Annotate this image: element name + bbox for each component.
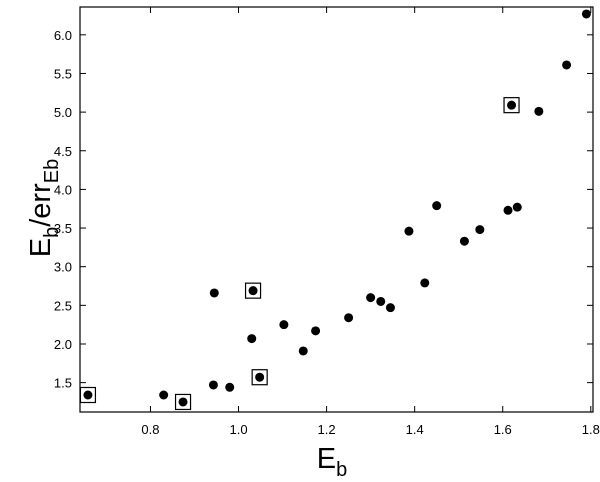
data-point	[385, 303, 395, 313]
data-point	[562, 60, 572, 70]
y-tick-label: 6.0	[54, 28, 72, 43]
y-axis-title: Eb/errEb	[25, 159, 63, 257]
data-point	[209, 288, 219, 298]
data-point	[432, 201, 442, 211]
x-axis-title: Eb	[317, 443, 347, 481]
data-point	[366, 293, 376, 303]
x-tick-label: 1.2	[318, 422, 336, 437]
data-point	[404, 226, 414, 236]
data-point	[248, 286, 258, 296]
data-point	[279, 320, 289, 330]
data-point	[534, 106, 544, 116]
data-point	[225, 382, 235, 392]
axis-ticks: 0.8 1.0 1.2 1.4 1.6 1.8 1.5 2.0 2.5 3.0 3.5 4.0 4.5 5…	[54, 7, 600, 437]
data-point	[507, 100, 517, 110]
data-point	[459, 236, 469, 246]
x-tick-label: 1.6	[494, 422, 512, 437]
highlight-square	[174, 393, 192, 411]
data-point	[311, 326, 321, 336]
data-point	[255, 372, 265, 382]
data-point	[159, 390, 169, 400]
highlight-square	[79, 386, 97, 404]
x-tick-label: 1.4	[406, 422, 424, 437]
x-tick-label: 1.8	[582, 422, 600, 437]
data-point	[376, 296, 386, 306]
data-point	[83, 390, 93, 400]
data-point	[475, 225, 485, 235]
data-marks	[79, 9, 591, 411]
data-point	[208, 380, 218, 390]
data-point	[344, 313, 354, 323]
y-tick-label: 5.5	[54, 66, 72, 81]
data-point	[420, 278, 430, 288]
y-tick-label: 4.5	[54, 144, 72, 159]
data-point	[512, 202, 522, 212]
data-point	[178, 397, 188, 407]
data-point	[581, 9, 591, 19]
y-tick-label: 4.0	[54, 182, 72, 197]
y-tick-label: 3.0	[54, 260, 72, 275]
data-point	[503, 205, 513, 215]
y-tick-label: 3.5	[54, 221, 72, 236]
y-tick-label: 2.0	[54, 337, 72, 352]
data-point	[298, 346, 308, 356]
plot-frame	[79, 6, 594, 413]
highlight-square	[503, 97, 520, 114]
highlight-square	[251, 369, 268, 386]
data-point	[247, 334, 257, 344]
y-tick-label: 2.5	[54, 298, 72, 313]
highlight-square	[244, 282, 262, 299]
y-tick-label: 5.0	[54, 105, 72, 120]
x-tick-label: 1.0	[229, 422, 247, 437]
x-tick-label: 0.8	[141, 422, 159, 437]
y-tick-label: 1.5	[54, 376, 72, 391]
